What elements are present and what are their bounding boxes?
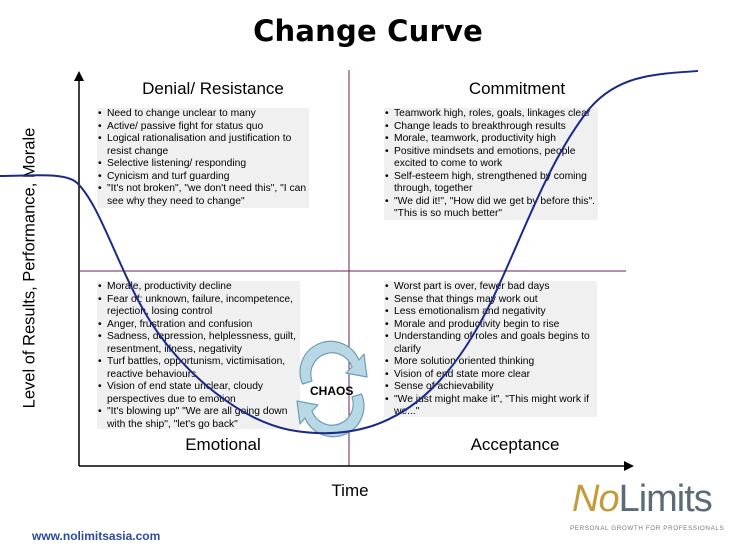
- bullet-item: More solution oriented thinking: [384, 356, 597, 369]
- bullet-item: Positive mindsets and emotions, people e…: [384, 146, 598, 171]
- panel-emotional: Morale, productivity declineFear of: unk…: [97, 281, 300, 431]
- page-title: Change Curve: [253, 14, 483, 48]
- bullet-item: Morale, teamwork, productivity high: [384, 133, 598, 146]
- bullet-item: Turf battles, opportunism, victimisation…: [97, 356, 300, 381]
- nolimits-logo: NoLimits PERSONAL GROWTH FOR PROFESSIONA…: [566, 478, 726, 544]
- bullet-item: Self-esteem high, strengthened by coming…: [384, 171, 598, 196]
- heading-denial-resistance: Denial/ Resistance: [142, 79, 284, 98]
- bullet-item: Active/ passive fight for status quo: [97, 121, 309, 134]
- bullet-item: Need to change unclear to many: [97, 108, 309, 121]
- bullet-list-acceptance: Worst part is over, fewer bad daysSense …: [384, 281, 597, 419]
- heading-commitment: Commitment: [468, 79, 566, 98]
- bullet-item: Fear of: unknown, failure, incompetence,…: [97, 294, 300, 319]
- panel-acceptance: Worst part is over, fewer bad daysSense …: [384, 281, 597, 417]
- heading-acceptance: Acceptance: [470, 435, 560, 454]
- footer-url-link[interactable]: www.nolimitsasia.com: [32, 529, 161, 543]
- bullet-item: Teamwork high, roles, goals, linkages cl…: [384, 108, 598, 121]
- panel-denial-resistance: Need to change unclear to manyActive/ pa…: [97, 108, 309, 208]
- logo-wordmark: NoLimits: [572, 478, 713, 521]
- bullet-item: Less emotionalism and negativity: [384, 306, 597, 319]
- heading-emotional: Emotional: [185, 435, 261, 454]
- logo-brand-second: Limits: [618, 478, 713, 520]
- chaos-cycle-icon: [296, 340, 368, 438]
- panel-commitment: Teamwork high, roles, goals, linkages cl…: [384, 108, 598, 220]
- bullet-item: "It's not broken", "we don't need this",…: [97, 183, 309, 208]
- bullet-list-commitment: Teamwork high, roles, goals, linkages cl…: [384, 108, 598, 221]
- logo-brand-first: No: [572, 478, 620, 520]
- bullet-item: "We did it!", "How did we get by before …: [384, 196, 598, 221]
- bullet-item: Sense that things may work out: [384, 294, 597, 307]
- bullet-item: Understanding of roles and goals begins …: [384, 331, 597, 356]
- bullet-item: "It's blowing up" "We are all going down…: [97, 406, 300, 431]
- bullet-list-emotional: Morale, productivity declineFear of: unk…: [97, 281, 300, 431]
- bullet-item: Vision of end state unclear, cloudy pers…: [97, 381, 300, 406]
- bullet-item: Selective listening/ responding: [97, 158, 309, 171]
- bullet-list-denial: Need to change unclear to manyActive/ pa…: [97, 108, 309, 208]
- bullet-item: Sense of achievability: [384, 381, 597, 394]
- bullet-item: Morale, productivity decline: [97, 281, 300, 294]
- chaos-arrow-lower: [296, 393, 365, 438]
- bullet-item: Sadness, depression, helplessness, guilt…: [97, 331, 300, 356]
- bullet-item: Anger, frustration and confusion: [97, 319, 300, 332]
- bullet-item: Change leads to breakthrough results: [384, 121, 598, 134]
- bullet-item: Morale and productivity begin to rise: [384, 319, 597, 332]
- chaos-arrow-upper: [299, 340, 368, 385]
- bullet-item: Vision of end state more clear: [384, 369, 597, 382]
- chaos-label: CHAOS: [310, 384, 354, 398]
- bullet-item: Worst part is over, fewer bad days: [384, 281, 597, 294]
- change-curve-line: [0, 70, 699, 435]
- x-axis-label: Time: [331, 481, 369, 500]
- bullet-item: Cynicism and turf guarding: [97, 171, 309, 184]
- logo-tagline: PERSONAL GROWTH FOR PROFESSIONALS: [570, 525, 725, 532]
- bullet-item: "We just might make it", "This might wor…: [384, 394, 597, 419]
- bullet-item: Logical rationalisation and justificatio…: [97, 133, 309, 158]
